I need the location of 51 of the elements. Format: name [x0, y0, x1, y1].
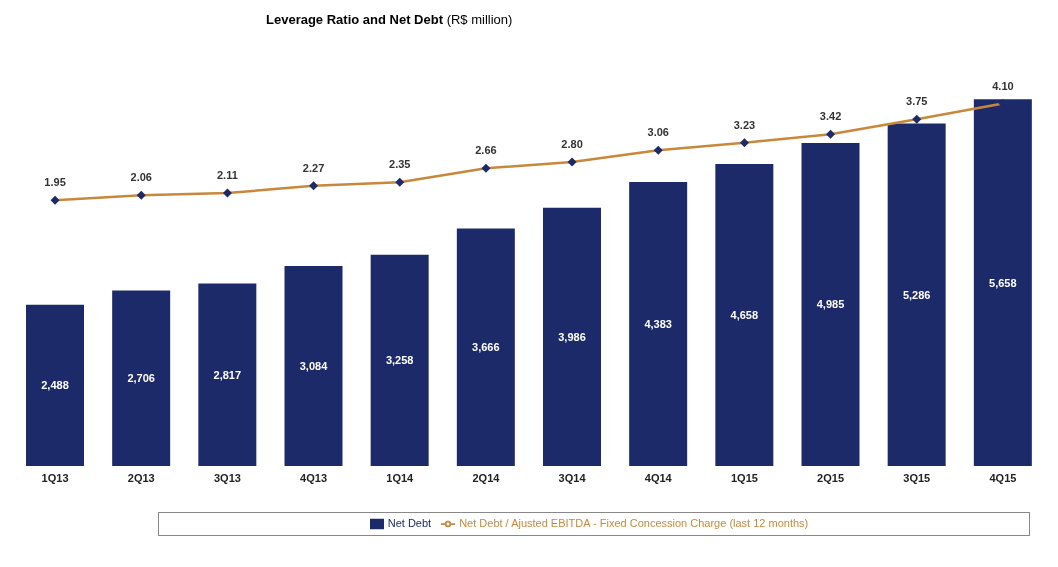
- x-tick-label: 1Q14: [386, 471, 415, 484]
- bar: [973, 99, 1032, 466]
- chart-title: Leverage Ratio and Net Debt: [266, 12, 443, 27]
- x-tick-label: 2Q15: [817, 471, 845, 484]
- x-tick-label: 4Q15: [989, 471, 1017, 484]
- data-label: 5,286: [902, 288, 931, 301]
- bar: [801, 142, 860, 466]
- x-tick-label: 3Q14: [558, 471, 587, 484]
- bar: [26, 304, 84, 466]
- bar: [715, 164, 774, 466]
- data-label: 2.11: [217, 169, 238, 182]
- data-label: 3,986: [558, 330, 586, 343]
- x-tick-label: 2Q14: [472, 471, 501, 484]
- data-label: 2,706: [127, 372, 155, 385]
- x-tick-label: 1Q15: [730, 471, 758, 484]
- bar: [629, 181, 688, 466]
- x-tick-label: 4Q14: [644, 471, 673, 484]
- legend-label: Net Debt / Ajusted EBITDA - Fixed Concession Charge (last 12 months): [459, 516, 809, 529]
- bar: [370, 254, 429, 466]
- data-label: 2.35: [389, 158, 411, 171]
- data-label: 2.06: [130, 171, 152, 184]
- x-tick-label: 1Q13: [41, 471, 69, 484]
- data-label: 4.10: [992, 79, 1014, 92]
- data-label: 4,985: [816, 298, 845, 311]
- x-tick-label: 3Q15: [903, 471, 931, 484]
- data-label: 1.95: [44, 176, 66, 189]
- x-tick-label: 3Q13: [213, 471, 241, 484]
- data-label: 5,658: [989, 276, 1017, 289]
- bar: [112, 290, 171, 466]
- x-tick-label: 4Q13: [300, 471, 328, 484]
- data-label: 3,666: [472, 341, 500, 354]
- legend-label: Net Debt: [387, 516, 432, 529]
- data-label: 2.27: [302, 161, 325, 174]
- x-tick-label: 2Q13: [127, 471, 155, 484]
- data-label: 2.80: [561, 138, 583, 151]
- data-label: 3.06: [647, 126, 669, 139]
- data-label: 2,817: [213, 368, 242, 381]
- bar: [456, 228, 515, 466]
- data-label: 2,488: [41, 379, 69, 392]
- data-label: 3,258: [385, 354, 414, 367]
- bar: [198, 283, 257, 466]
- data-label: 4,383: [644, 317, 672, 330]
- bar: [284, 266, 343, 466]
- data-label: 2.66: [475, 144, 497, 157]
- data-label: 3.23: [733, 118, 756, 131]
- data-label: 3.42: [819, 110, 842, 123]
- chart-subtitle: (R$ million): [445, 12, 513, 27]
- data-label: 3.75: [906, 95, 928, 108]
- bar: [543, 207, 601, 466]
- data-label: 3,084: [299, 360, 329, 372]
- data-label: 4,658: [730, 309, 759, 322]
